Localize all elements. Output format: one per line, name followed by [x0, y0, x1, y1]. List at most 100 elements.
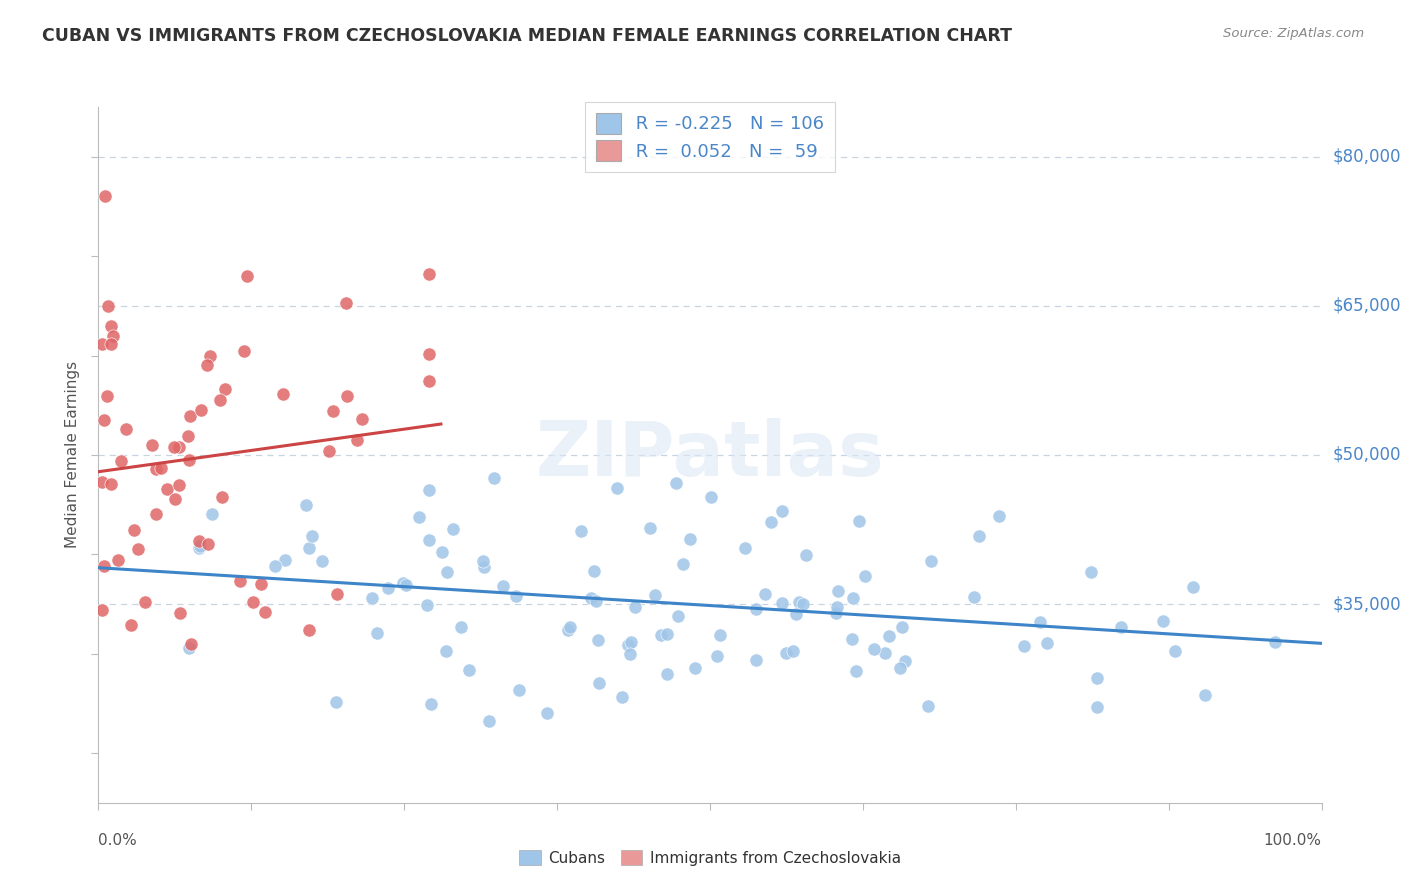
- Point: [350, 411, 373, 425]
- Point: [122, 523, 145, 537]
- Point: [107, 552, 129, 566]
- Point: [827, 600, 849, 615]
- Point: [794, 548, 817, 562]
- Point: [890, 620, 912, 634]
- Point: [418, 267, 440, 281]
- Point: [91, 475, 114, 490]
- Point: [361, 591, 384, 605]
- Point: [644, 588, 666, 602]
- Point: [200, 507, 222, 521]
- Point: [877, 629, 900, 643]
- Point: [610, 690, 633, 704]
- Legend: Cubans, Immigrants from Czechoslovakia: Cubans, Immigrants from Czechoslovakia: [513, 844, 907, 871]
- Point: [93, 189, 115, 203]
- Point: [301, 528, 323, 542]
- Point: [100, 318, 122, 333]
- Point: [96, 389, 118, 403]
- Point: [322, 404, 344, 418]
- Point: [699, 490, 721, 504]
- Point: [450, 620, 472, 634]
- Point: [97, 299, 120, 313]
- Point: [1012, 639, 1035, 653]
- Point: [418, 483, 440, 497]
- Point: [665, 475, 688, 490]
- Point: [845, 665, 868, 679]
- Point: [754, 587, 776, 601]
- Point: [853, 569, 876, 583]
- Point: [1036, 636, 1059, 650]
- Point: [250, 577, 273, 591]
- Point: [100, 476, 122, 491]
- Point: [169, 606, 191, 620]
- Point: [775, 646, 797, 660]
- Point: [432, 545, 454, 559]
- Point: [346, 433, 368, 447]
- Point: [787, 595, 810, 609]
- Point: [672, 557, 695, 571]
- Point: [734, 541, 756, 555]
- Point: [492, 578, 515, 592]
- Point: [420, 697, 443, 711]
- Point: [619, 635, 641, 649]
- Point: [120, 617, 142, 632]
- Point: [115, 421, 138, 435]
- Point: [167, 440, 190, 454]
- Point: [655, 667, 678, 681]
- Point: [1181, 580, 1204, 594]
- Point: [505, 589, 527, 603]
- Point: [141, 437, 163, 451]
- Text: ZIPatlas: ZIPatlas: [536, 418, 884, 491]
- Point: [434, 644, 457, 658]
- Text: Source: ZipAtlas.com: Source: ZipAtlas.com: [1223, 27, 1364, 40]
- Point: [264, 559, 287, 574]
- Point: [416, 598, 439, 612]
- Point: [1152, 614, 1174, 628]
- Point: [188, 541, 211, 555]
- Point: [271, 387, 294, 401]
- Point: [408, 510, 430, 524]
- Point: [254, 605, 277, 619]
- Point: [391, 576, 413, 591]
- Point: [873, 646, 896, 660]
- Point: [165, 492, 187, 507]
- Point: [441, 522, 464, 536]
- Point: [127, 542, 149, 557]
- Point: [211, 490, 233, 504]
- Point: [744, 602, 766, 616]
- Point: [145, 461, 167, 475]
- Point: [318, 444, 340, 458]
- Point: [179, 409, 201, 423]
- Point: [101, 328, 124, 343]
- Text: CUBAN VS IMMIGRANTS FROM CZECHOSLOVAKIA MEDIAN FEMALE EARNINGS CORRELATION CHART: CUBAN VS IMMIGRANTS FROM CZECHOSLOVAKIA …: [42, 27, 1012, 45]
- Point: [458, 663, 481, 677]
- Point: [650, 628, 672, 642]
- Point: [679, 532, 702, 546]
- Point: [298, 541, 321, 556]
- Point: [228, 574, 250, 588]
- Point: [91, 603, 114, 617]
- Point: [93, 413, 115, 427]
- Point: [1264, 634, 1286, 648]
- Point: [274, 552, 297, 566]
- Point: [472, 560, 495, 574]
- Point: [588, 676, 610, 690]
- Point: [606, 481, 628, 495]
- Point: [395, 578, 418, 592]
- Text: $80,000: $80,000: [1333, 148, 1402, 166]
- Point: [638, 520, 661, 534]
- Point: [110, 453, 132, 467]
- Point: [472, 554, 495, 568]
- Point: [187, 534, 209, 549]
- Text: $50,000: $50,000: [1333, 446, 1402, 464]
- Point: [841, 632, 863, 646]
- Point: [569, 524, 592, 538]
- Point: [582, 564, 605, 578]
- Point: [921, 554, 943, 568]
- Point: [967, 528, 990, 542]
- Point: [617, 638, 640, 652]
- Point: [1109, 620, 1132, 634]
- Point: [418, 533, 440, 548]
- Point: [683, 661, 706, 675]
- Point: [585, 594, 607, 608]
- Point: [825, 606, 848, 620]
